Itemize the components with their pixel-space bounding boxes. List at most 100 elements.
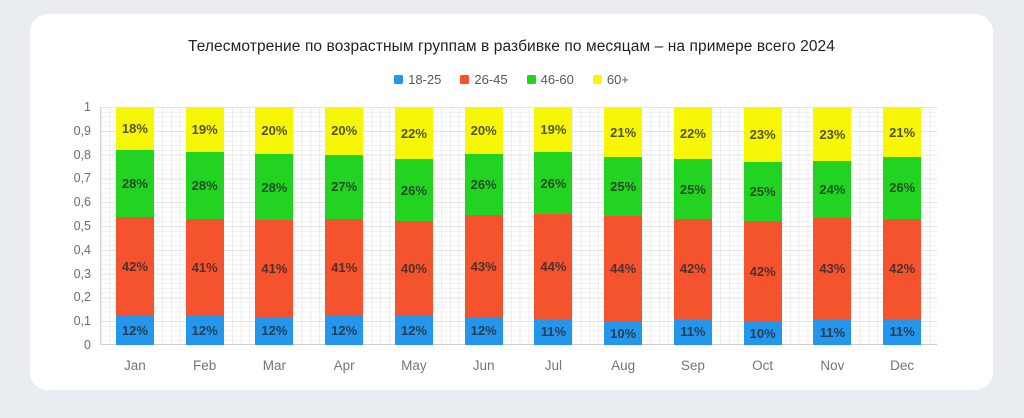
segment-value-label: 42% xyxy=(121,258,148,274)
segment-46-60-Jun: 26% xyxy=(464,154,503,216)
segment-60+-Jul: 19% xyxy=(534,107,573,153)
segment-value-label: 25% xyxy=(749,184,776,199)
legend-swatch-icon xyxy=(592,75,602,84)
segment-value-label: 25% xyxy=(679,181,706,197)
segment-value-label: 20% xyxy=(331,123,358,139)
segment-value-label: 44% xyxy=(610,261,637,277)
segment-value-label: 28% xyxy=(121,175,148,191)
segment-18-25-Feb: 12% xyxy=(185,316,224,345)
plot-area xyxy=(100,107,937,345)
segment-60+-Mar: 20% xyxy=(255,107,294,155)
legend-label: 46-60 xyxy=(540,72,574,87)
segment-value-label: 42% xyxy=(679,261,706,277)
segment-value-label: 23% xyxy=(749,126,776,142)
segment-value-label: 24% xyxy=(819,182,846,197)
chart-card: Телесмотрение по возрастным группам в ра… xyxy=(30,14,993,390)
segment-18-25-Apr: 12% xyxy=(325,316,364,345)
x-axis-label-May: May xyxy=(401,358,427,373)
bar-Mar: 20% 28% 41% 12% Mar xyxy=(255,107,294,373)
segment-value-label: 22% xyxy=(400,125,427,141)
segment-26-45-Mar: 41% xyxy=(255,220,294,317)
segment-value-label: 26% xyxy=(470,177,497,193)
legend-label: 18-25 xyxy=(408,72,442,87)
x-axis-label-Mar: Mar xyxy=(262,358,286,373)
segment-60+-May: 22% xyxy=(394,107,433,160)
segment-60+-Dec: 21% xyxy=(883,107,922,157)
segment-18-25-Nov: 11% xyxy=(813,319,852,345)
segment-60+-Jan: 18% xyxy=(115,107,154,150)
segment-value-label: 12% xyxy=(331,323,358,339)
y-tick-label: 0,9 xyxy=(73,123,91,138)
segment-value-label: 44% xyxy=(540,258,567,274)
y-tick-label: 0 xyxy=(84,338,91,352)
legend-swatch-icon xyxy=(526,75,536,84)
legend-label: 60+ xyxy=(606,72,629,87)
bar-Jan: 18% 28% 42% 12% Jan xyxy=(115,107,154,373)
x-axis-label-Sep: Sep xyxy=(680,358,705,373)
segment-value-label: 27% xyxy=(331,179,358,195)
segment-value-label: 21% xyxy=(889,124,916,140)
legend-item-26-45: 26-45 xyxy=(460,72,508,87)
segment-value-label: 43% xyxy=(470,258,497,274)
segment-value-label: 43% xyxy=(819,260,846,276)
bar-Apr: 20% 27% 41% 12% Apr xyxy=(325,107,364,373)
segment-46-60-Nov: 24% xyxy=(813,161,852,218)
segment-value-label: 26% xyxy=(889,180,916,196)
segment-value-label: 42% xyxy=(749,263,776,279)
segment-26-45-Jul: 44% xyxy=(534,214,573,319)
x-axis-label-Nov: Nov xyxy=(820,358,845,373)
segment-value-label: 28% xyxy=(191,178,218,194)
segment-value-label: 20% xyxy=(470,123,497,139)
y-tick-label: 1 xyxy=(84,100,91,114)
segment-60+-Feb: 19% xyxy=(185,107,224,153)
x-axis-label-Jan: Jan xyxy=(123,358,146,373)
segment-value-label: 41% xyxy=(331,260,358,276)
x-axis-label-Aug: Aug xyxy=(611,358,636,373)
legend-item-46-60: 46-60 xyxy=(526,72,574,87)
segment-value-label: 41% xyxy=(261,260,288,276)
segment-60+-Sep: 22% xyxy=(673,107,712,160)
segment-18-25-Jul: 11% xyxy=(534,318,573,345)
segment-value-label: 12% xyxy=(121,323,148,339)
x-axis-label-Apr: Apr xyxy=(333,358,355,373)
chart-area: 1 0,9 0,8 0,7 0,6 0,5 0,4 0,3 0,2 0,1 0 18% 28% 42% 1… xyxy=(74,100,937,373)
segment-60+-Apr: 20% xyxy=(325,107,364,155)
segment-value-label: 12% xyxy=(191,323,218,339)
bar-Jul: 19% 26% 44% 11% Jul xyxy=(534,107,573,373)
legend-item-18-25: 18-25 xyxy=(394,72,441,87)
segment-26-45-Sep: 42% xyxy=(673,218,712,319)
segment-18-25-Dec: 11% xyxy=(883,318,922,345)
segment-46-60-Dec: 26% xyxy=(883,157,922,219)
y-tick-label: 0,5 xyxy=(73,219,91,233)
segment-26-45-Feb: 41% xyxy=(185,218,224,317)
legend-swatch-icon xyxy=(460,75,470,84)
segment-value-label: 42% xyxy=(889,261,916,277)
segment-26-45-Dec: 42% xyxy=(883,218,922,319)
segment-value-label: 12% xyxy=(261,323,288,339)
segment-46-60-Sep: 25% xyxy=(673,159,712,219)
segment-value-label: 40% xyxy=(400,261,427,277)
bar-Feb: 19% 28% 41% 12% Feb xyxy=(185,107,224,373)
chart-legend: 18-25 26-45 46-60 60+ xyxy=(30,72,993,87)
segment-value-label: 11% xyxy=(889,324,915,340)
segment-value-label: 25% xyxy=(610,179,637,195)
segment-60+-Jun: 20% xyxy=(464,107,503,155)
segment-46-60-Jul: 26% xyxy=(534,152,573,215)
segment-60+-Nov: 23% xyxy=(813,107,852,162)
segment-value-label: 20% xyxy=(261,123,288,139)
segment-value-label: 12% xyxy=(470,323,497,339)
segment-value-label: 10% xyxy=(749,325,776,341)
segment-26-45-Oct: 42% xyxy=(743,221,782,322)
y-tick-label: 0,2 xyxy=(73,290,91,305)
segment-60+-Oct: 23% xyxy=(743,107,782,162)
segment-value-label: 18% xyxy=(121,120,148,136)
x-axis-label-Oct: Oct xyxy=(752,358,774,373)
segment-26-45-May: 40% xyxy=(394,221,433,317)
segment-18-25-Jun: 12% xyxy=(464,316,503,345)
bar-Jun: 20% 26% 43% 12% Jun xyxy=(464,107,503,373)
bar-May: 22% 26% 40% 12% May xyxy=(394,107,433,373)
y-tick-label: 0,7 xyxy=(73,171,91,186)
segment-value-label: 10% xyxy=(610,325,637,341)
segment-46-60-Jan: 28% xyxy=(115,149,154,217)
